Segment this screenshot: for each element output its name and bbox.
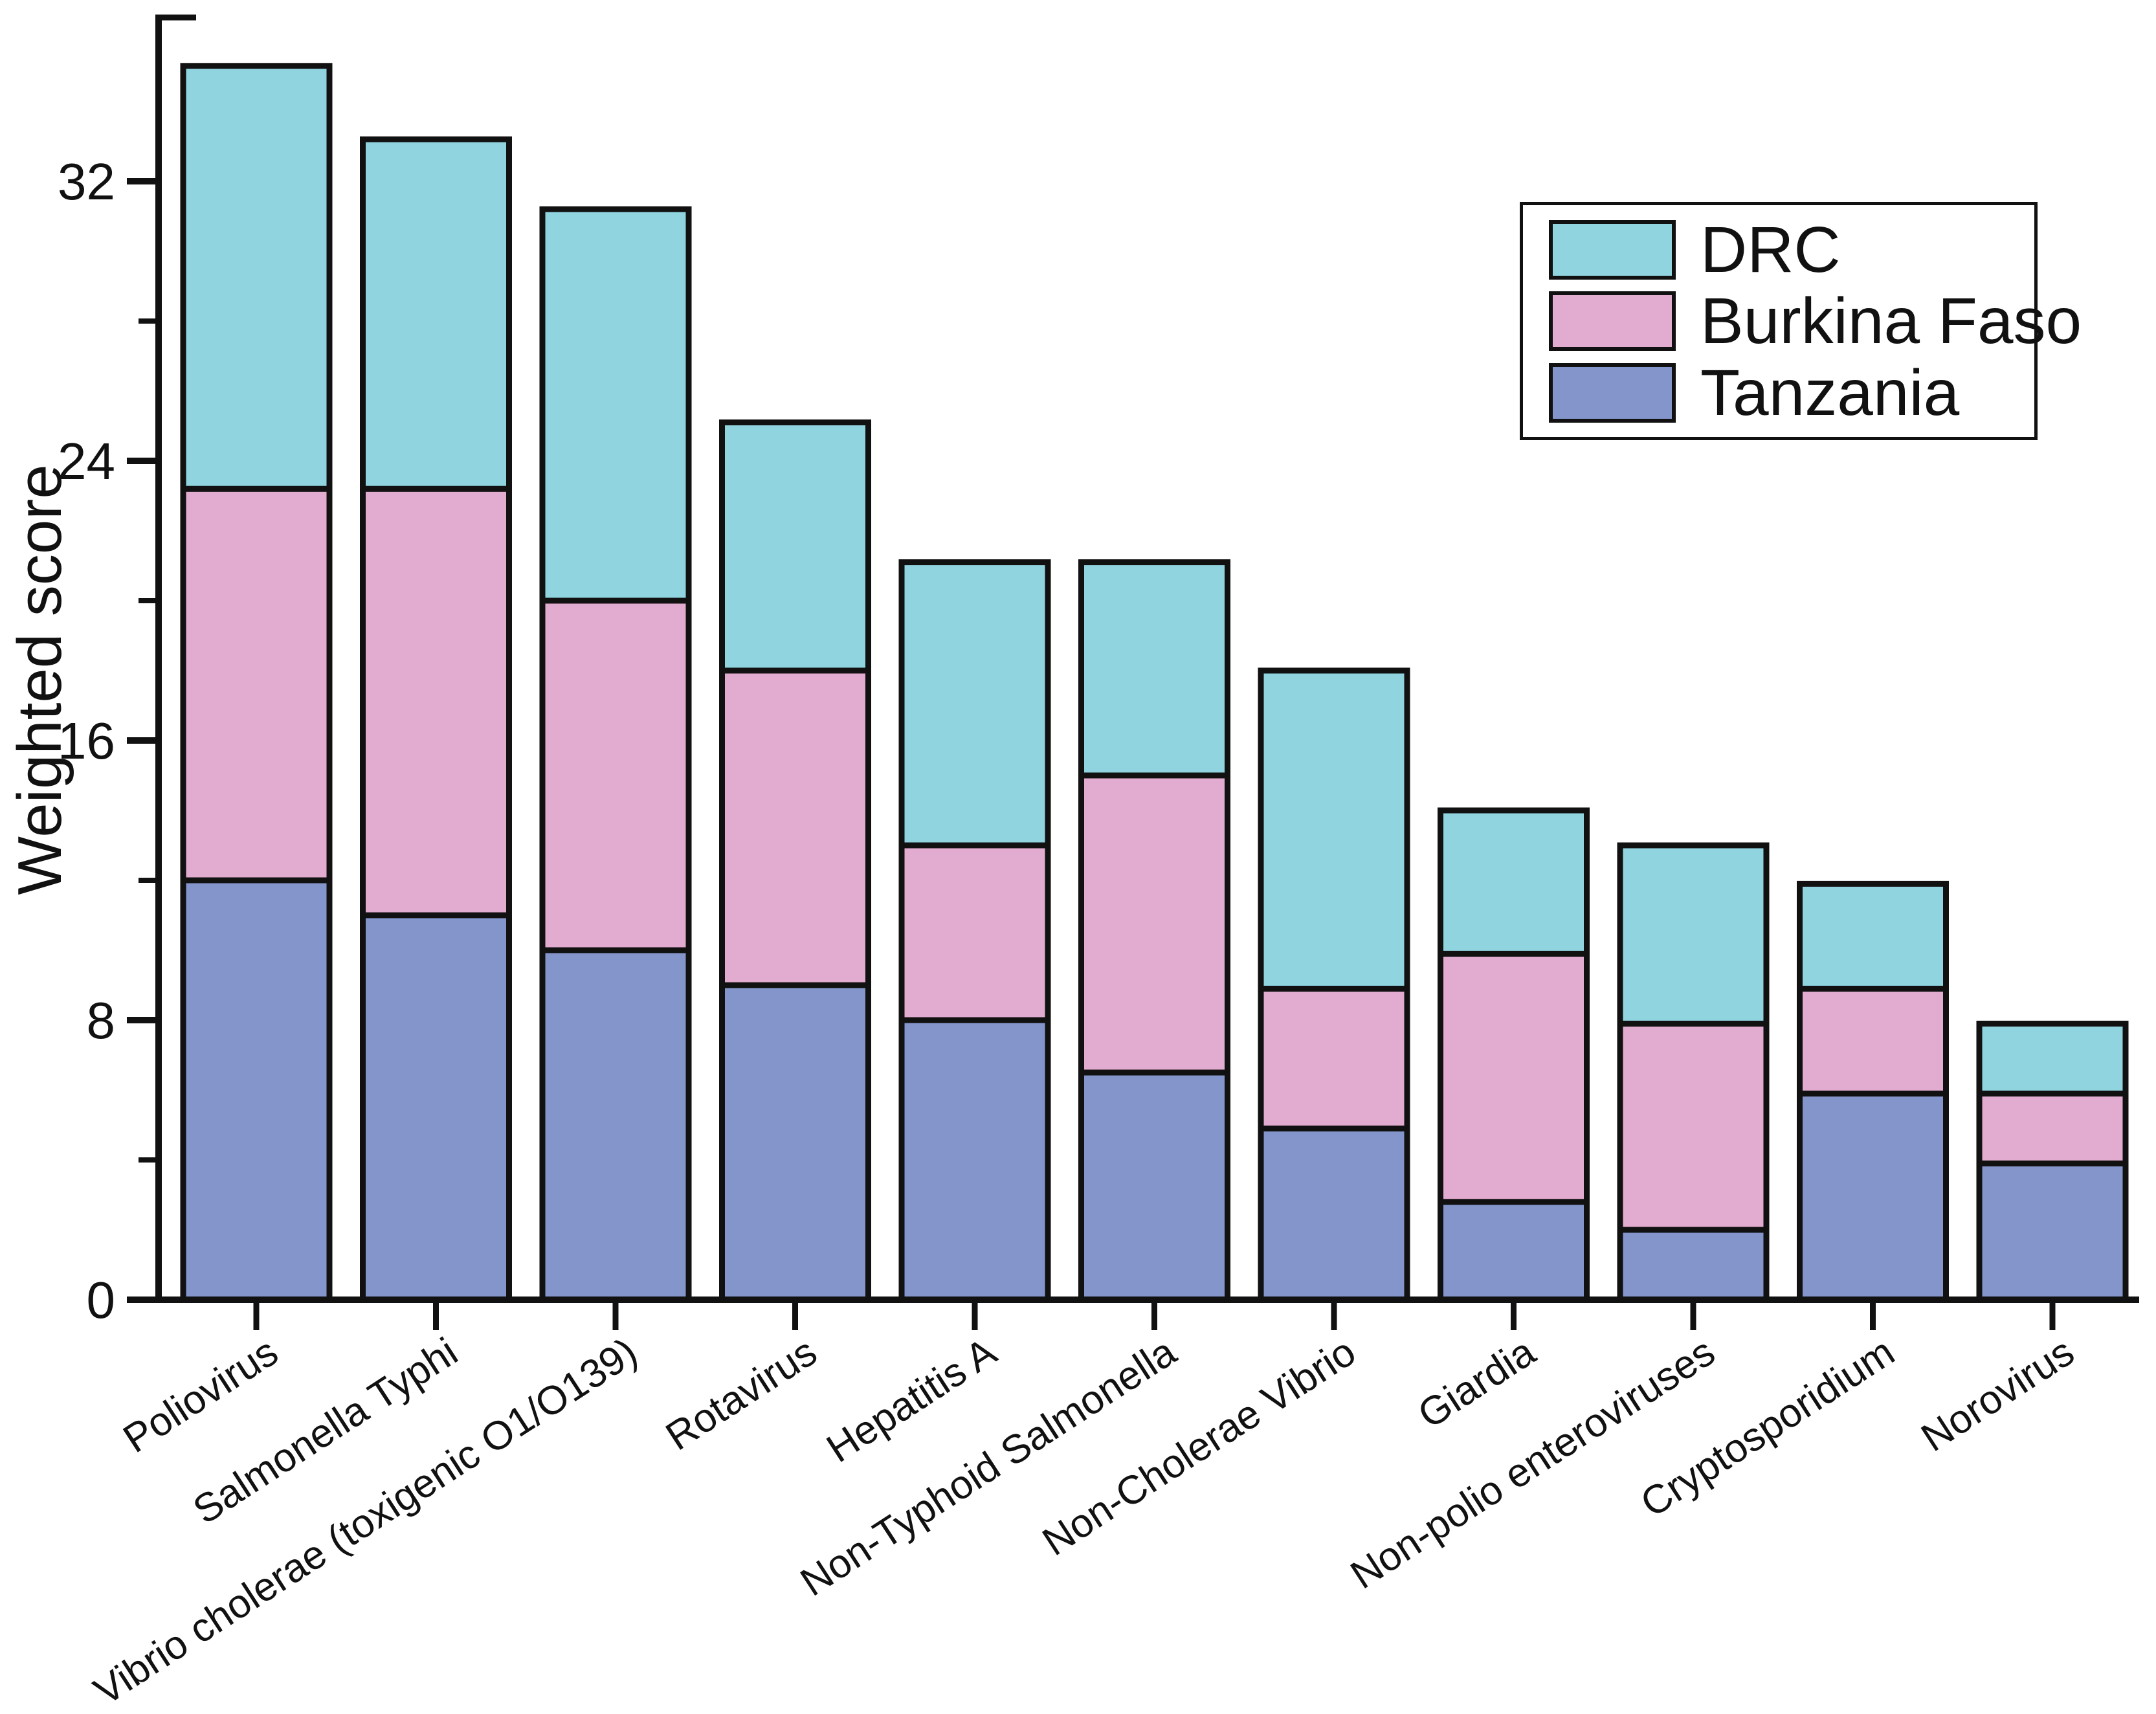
y-tick-label: 16 — [58, 712, 115, 770]
bar-segment-burkina-faso — [539, 597, 692, 953]
bar-segment-drc — [1438, 807, 1590, 957]
y-tick-label: 0 — [87, 1271, 116, 1329]
legend-swatch-tanzania — [1549, 362, 1676, 423]
bar-segment-drc — [180, 63, 333, 492]
bar-segment-burkina-faso — [719, 667, 871, 988]
bar-segment-drc — [1797, 880, 1949, 992]
bar-segment-drc — [1976, 1020, 2129, 1096]
bar-segment-burkina-faso — [1258, 985, 1410, 1131]
y-tick-label: 8 — [87, 992, 116, 1049]
bar-segment-drc — [719, 419, 871, 674]
bar-segment-tanzania — [1797, 1090, 1949, 1303]
bar-segment-burkina-faso — [1438, 950, 1590, 1205]
x-category-label: Giardia — [1410, 1330, 1544, 1438]
bar-segment-drc — [1078, 559, 1230, 779]
bar-segment-tanzania — [1438, 1199, 1590, 1303]
bar-segment-drc — [898, 559, 1051, 849]
bar-segment-burkina-faso — [360, 485, 512, 918]
legend-item-drc: DRC — [1523, 217, 2034, 282]
bar-segment-drc — [539, 206, 692, 604]
bar-segment-tanzania — [719, 982, 871, 1303]
legend-swatch-burkina-faso — [1549, 291, 1676, 351]
legend-swatch-drc — [1549, 219, 1676, 280]
bar-segment-burkina-faso — [1078, 772, 1230, 1076]
legend-label-drc: DRC — [1700, 213, 1841, 286]
legend-label-tanzania: Tanzania — [1700, 356, 1960, 429]
x-category-label: Non-Cholerae Vibrio — [1035, 1330, 1364, 1564]
bar-segment-tanzania — [1078, 1069, 1230, 1303]
bar-segment-tanzania — [539, 947, 692, 1303]
y-axis-title: Weighted score — [5, 464, 74, 895]
bar-segment-tanzania — [360, 912, 512, 1303]
y-tick-label: 32 — [58, 153, 115, 210]
legend-box: DRC Burkina Faso Tanzania — [1520, 202, 2082, 440]
bar-segment-tanzania — [1976, 1160, 2129, 1303]
bar-segment-tanzania — [180, 877, 333, 1303]
bar-segment-tanzania — [898, 1017, 1051, 1303]
x-category-label: Rotavirus — [658, 1330, 825, 1459]
bar-segment-burkina-faso — [1976, 1090, 2129, 1166]
bar-segment-drc — [360, 136, 512, 492]
legend-item-burkina-faso: Burkina Faso — [1523, 289, 2082, 353]
x-category-label: Norovirus — [1914, 1330, 2082, 1460]
bar-segment-burkina-faso — [1617, 1020, 1770, 1233]
bar-segment-drc — [1258, 667, 1410, 992]
y-tick-label: 24 — [58, 432, 115, 490]
x-category-label: Poliovirus — [116, 1330, 286, 1462]
bar-segment-drc — [1617, 842, 1770, 1027]
bar-segment-burkina-faso — [180, 485, 333, 884]
bar-segment-burkina-faso — [898, 842, 1051, 1023]
bar-segment-tanzania — [1258, 1125, 1410, 1303]
bar-segment-tanzania — [1617, 1227, 1770, 1303]
bar-segment-burkina-faso — [1797, 985, 1949, 1096]
legend-label-burkina-faso: Burkina Faso — [1700, 285, 2082, 357]
legend-item-tanzania: Tanzania — [1523, 361, 2034, 425]
